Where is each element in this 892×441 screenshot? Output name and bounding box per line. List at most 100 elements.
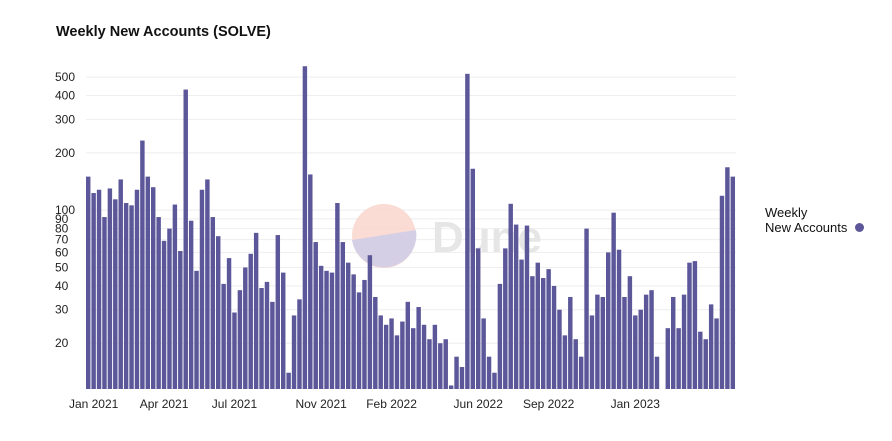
bar[interactable] — [297, 299, 302, 389]
bar[interactable] — [486, 356, 492, 389]
bar[interactable] — [616, 249, 622, 389]
bar[interactable] — [470, 168, 476, 389]
bar[interactable] — [725, 167, 730, 389]
bar[interactable] — [237, 290, 243, 389]
bar[interactable] — [113, 199, 118, 389]
bar[interactable] — [671, 296, 676, 389]
bar[interactable] — [730, 176, 736, 389]
bar[interactable] — [654, 356, 660, 389]
bar[interactable] — [167, 228, 172, 389]
bar[interactable] — [291, 315, 297, 389]
bar[interactable] — [600, 296, 606, 389]
bar[interactable] — [259, 288, 264, 389]
bar[interactable] — [178, 251, 183, 389]
bar[interactable] — [465, 73, 470, 389]
bar[interactable] — [633, 315, 638, 389]
bar[interactable] — [405, 301, 411, 389]
bar[interactable] — [438, 343, 443, 389]
bar[interactable] — [476, 248, 481, 389]
bar[interactable] — [172, 204, 178, 389]
bar[interactable] — [530, 276, 535, 389]
bar[interactable] — [367, 255, 373, 389]
bar[interactable] — [627, 276, 633, 389]
bar[interactable] — [140, 140, 145, 389]
bar[interactable] — [573, 339, 578, 389]
bar[interactable] — [151, 187, 156, 389]
bar[interactable] — [692, 261, 698, 389]
bar[interactable] — [541, 278, 546, 389]
bar[interactable] — [253, 232, 259, 389]
bar[interactable] — [421, 324, 427, 389]
bar[interactable] — [703, 339, 708, 389]
bar[interactable] — [248, 253, 253, 389]
bar[interactable] — [221, 283, 226, 389]
bar[interactable] — [118, 179, 123, 389]
bar[interactable] — [708, 304, 714, 389]
bar[interactable] — [286, 372, 291, 389]
bar[interactable] — [383, 324, 389, 389]
bar[interactable] — [264, 281, 270, 389]
bar[interactable] — [459, 367, 465, 389]
bar[interactable] — [411, 328, 416, 389]
bar[interactable] — [719, 195, 725, 389]
bar[interactable] — [611, 212, 616, 389]
bar[interactable] — [129, 205, 134, 389]
bar[interactable] — [557, 309, 562, 389]
bar[interactable] — [568, 296, 573, 389]
bar[interactable] — [308, 174, 313, 389]
bar[interactable] — [91, 193, 96, 389]
bar[interactable] — [595, 294, 600, 389]
bar[interactable] — [443, 339, 448, 389]
bar[interactable] — [524, 225, 530, 389]
bar[interactable] — [687, 262, 692, 389]
bar[interactable] — [562, 335, 568, 389]
bar[interactable] — [546, 269, 551, 389]
bar[interactable] — [400, 321, 405, 389]
bar[interactable] — [535, 262, 541, 389]
bar[interactable] — [698, 331, 703, 389]
bar[interactable] — [416, 307, 421, 389]
bar[interactable] — [340, 242, 346, 389]
bar[interactable] — [714, 318, 719, 389]
bar[interactable] — [205, 179, 210, 389]
bar[interactable] — [373, 296, 378, 389]
bar[interactable] — [649, 290, 654, 389]
bar[interactable] — [394, 335, 400, 389]
bar[interactable] — [362, 279, 367, 389]
bar[interactable] — [551, 285, 557, 389]
bar[interactable] — [134, 189, 140, 389]
bar[interactable] — [492, 372, 497, 389]
bar[interactable] — [448, 385, 454, 389]
bar[interactable] — [145, 176, 151, 389]
bar[interactable] — [427, 339, 432, 389]
bar[interactable] — [156, 217, 161, 389]
bar[interactable] — [346, 262, 351, 389]
bar[interactable] — [243, 267, 248, 389]
bar[interactable] — [216, 236, 221, 389]
bar[interactable] — [578, 356, 584, 389]
bar[interactable] — [508, 203, 513, 389]
bar[interactable] — [183, 89, 188, 390]
bar[interactable] — [503, 248, 508, 389]
bar[interactable] — [378, 315, 383, 389]
bar[interactable] — [519, 259, 524, 389]
bar[interactable] — [210, 217, 216, 389]
bar[interactable] — [313, 242, 318, 389]
bar[interactable] — [86, 176, 91, 389]
bar[interactable] — [497, 283, 503, 389]
bar[interactable] — [194, 270, 199, 389]
bar[interactable] — [589, 315, 595, 389]
bar[interactable] — [665, 328, 671, 389]
bar[interactable] — [318, 265, 324, 389]
bar[interactable] — [481, 318, 486, 389]
bar[interactable] — [681, 294, 687, 389]
bar[interactable] — [281, 272, 286, 389]
bar[interactable] — [622, 296, 627, 389]
bar[interactable] — [161, 240, 167, 389]
bar[interactable] — [123, 203, 129, 389]
bar[interactable] — [270, 301, 275, 389]
bar[interactable] — [335, 203, 340, 389]
bar[interactable] — [324, 270, 329, 389]
bar[interactable] — [107, 188, 113, 389]
bar[interactable] — [432, 324, 438, 389]
